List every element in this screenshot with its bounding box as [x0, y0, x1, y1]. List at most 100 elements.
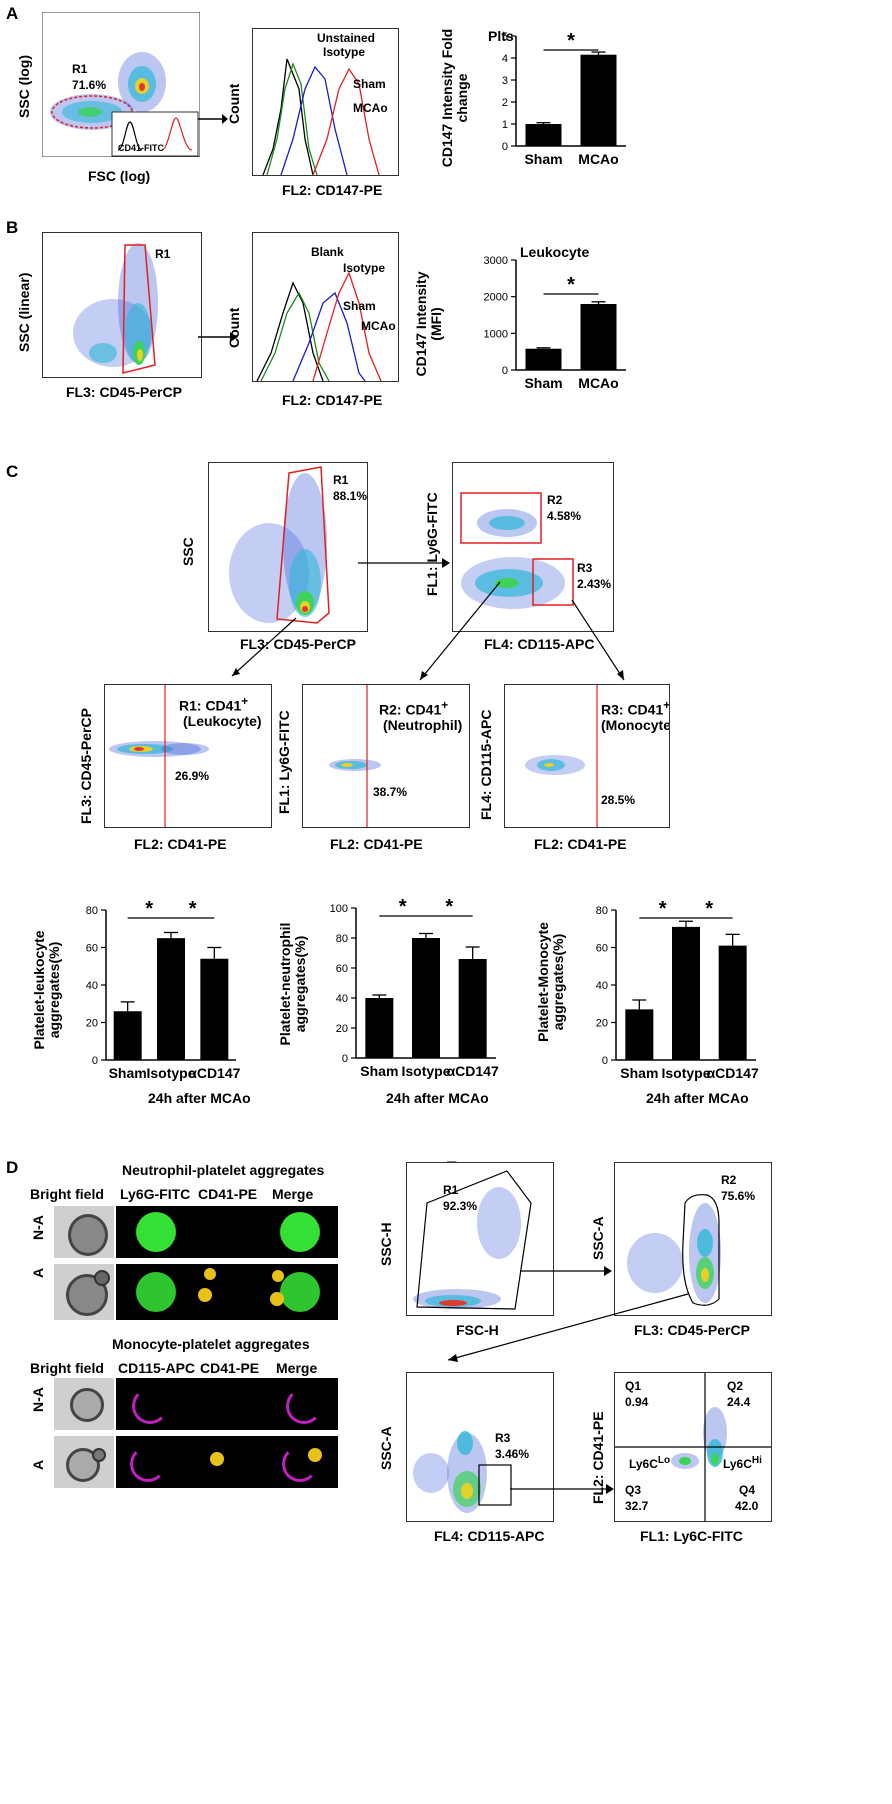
- a-scatter-xlabel: FSC (log): [88, 168, 151, 184]
- bar-c2-ytick-label-0: 0: [342, 1053, 348, 1065]
- bar-c3-cat-2: αCD147: [707, 1065, 759, 1081]
- e-p4-q1v: 0.94: [625, 1395, 649, 1409]
- bar-b-bar-0: [525, 348, 562, 370]
- bar-c1-bar-0: [113, 1011, 142, 1060]
- c-mid1-svg: [109, 685, 209, 827]
- c-bar1-ylabel: Platelet-leukocyte aggregates(%): [31, 930, 62, 1050]
- bar-a-sigstar-0: *: [567, 30, 575, 52]
- bar-c3-sigstar-1: *: [705, 898, 713, 920]
- e-p4-lo-text: Ly6C: [629, 1457, 658, 1471]
- bar-c2-cat-0: Sham: [360, 1063, 398, 1079]
- bar-c2-bar-2: [458, 959, 487, 1058]
- e-p2-pct: 75.6%: [721, 1189, 756, 1203]
- c-scatter-top-left: R1 88.1%: [208, 462, 368, 632]
- e-p2-scatter: R2 75.6%: [614, 1162, 772, 1316]
- e-p2-gate: R2: [721, 1173, 737, 1187]
- c-mid1-subtitle: (Leukocyte): [183, 713, 262, 729]
- d-mono-a-merge: [282, 1446, 318, 1482]
- bar-b-ytick-label-2: 2000: [484, 292, 508, 304]
- bar-c2-bar-1: [412, 938, 440, 1058]
- c-tr-r3-pct: 2.43%: [577, 577, 612, 591]
- d-mono-row-a: A: [30, 1459, 46, 1470]
- bar-c1-bar-2: [200, 958, 229, 1060]
- e-p4-lo-sup: Lo: [657, 1455, 671, 1466]
- bar-b-ytick-label-0: 0: [502, 365, 508, 377]
- bar-c2-ytick-label-4: 80: [336, 933, 348, 945]
- c-tl-svg: [229, 466, 330, 624]
- d-neut-na-green: [136, 1212, 176, 1252]
- c-mid3-subtitle: (Monocyte): [601, 717, 670, 733]
- bar-a-ytick-label-4: 4: [502, 53, 508, 65]
- d-neut-a-bf-plt: [94, 1270, 110, 1286]
- a-hist-label-mcao: MCAo: [353, 101, 388, 115]
- bar-c1-cat-2: αCD147: [188, 1065, 240, 1081]
- bar-b-sigstar-0: *: [567, 274, 575, 296]
- c-mid2-svg: [329, 685, 381, 827]
- c-mid2-title-sup: +: [441, 699, 449, 712]
- e-arrow-2: [447, 1293, 689, 1362]
- bar-c1-ytick-label-3: 60: [86, 943, 98, 955]
- panel-label-a: A: [6, 4, 19, 23]
- b-hist-label-blank: Blank: [311, 245, 344, 259]
- d-mono-a-bf: [54, 1436, 114, 1488]
- e-p4-ylabel: FL2: CD41-PE: [590, 1411, 606, 1504]
- e-p3-svg: [413, 1431, 512, 1513]
- e-p4-q1: Q1: [625, 1379, 642, 1393]
- bar-a-ytick-label-2: 2: [502, 97, 508, 109]
- bar-c1-bar-1: [157, 938, 185, 1060]
- b-scatter-svg: [73, 243, 158, 374]
- e-p4-hi-sup: Hi: [751, 1455, 762, 1466]
- d-neut-col-bf: Bright field: [30, 1186, 104, 1202]
- d-mono-na-ring: [132, 1388, 168, 1424]
- d-neut-a-merge-plt2: [270, 1292, 284, 1306]
- d-neut-a-plt1: [204, 1268, 216, 1280]
- e-p1-svg: [413, 1170, 532, 1310]
- d-neut-na-bf: [54, 1206, 114, 1258]
- b-hist-svg: [256, 271, 382, 381]
- e-p2-ylabel: SSC-A: [590, 1216, 606, 1260]
- a-scatter-svg: [42, 12, 200, 157]
- bar-c3-ytick-label-2: 40: [596, 980, 608, 992]
- c-mid2-title-text: R2: CD41: [379, 701, 442, 718]
- bar-c2-cat-1: Isotype: [401, 1063, 450, 1079]
- e-p1-scatter: R1 92.3%: [406, 1162, 554, 1316]
- c-mid3-title-text: R3: CD41: [601, 701, 664, 718]
- e-arrow-3: [510, 1484, 614, 1494]
- bar-c1-ytick-label-4: 80: [86, 905, 98, 917]
- bar-c1-ytick-label-1: 20: [86, 1018, 98, 1030]
- c-tr-r2-pct: 4.58%: [547, 509, 582, 523]
- bar-a-ytick-label-1: 1: [502, 119, 508, 131]
- panel-label-b: B: [6, 218, 19, 237]
- e-p3-ylabel: SSC-A: [378, 1426, 394, 1470]
- c-tr-r2: R2: [547, 493, 563, 507]
- bar-c1-ytick-label-2: 40: [86, 980, 98, 992]
- c-mid1-title-text: R1: CD41: [179, 697, 242, 714]
- a-hist-label-unstained: Unstained: [317, 31, 376, 45]
- d-mono-na-bf: [54, 1378, 114, 1430]
- d-neut-a-bf: [54, 1264, 114, 1320]
- d-mono-na-bf-cell: [70, 1388, 104, 1422]
- bar-c1-sigstar-0: *: [145, 898, 153, 920]
- panel-label-d: D: [6, 1158, 19, 1177]
- c-mid3-xlabel: FL2: CD41-PE: [534, 836, 627, 852]
- e-p4-svg: [615, 1373, 771, 1521]
- c-mid-neutrophil: R2: CD41+ (Neutrophil) 38.7%: [302, 684, 470, 828]
- e-p3-gate: R3: [495, 1431, 511, 1445]
- b-bar-chart: 0 1000 2000 3000 Sham MCAo *: [484, 255, 626, 391]
- d-mono-na-merge: [286, 1388, 322, 1424]
- c-mid1-xlabel: FL2: CD41-PE: [134, 836, 227, 852]
- d-mono-a-merge-plt: [308, 1448, 322, 1462]
- d-mono-col-bf: Bright field: [30, 1360, 104, 1376]
- c-bar3-ylabel: Platelet-Monocyte aggregates(%): [535, 922, 566, 1042]
- e-p3-scatter: R3 3.46%: [406, 1372, 554, 1522]
- d-neut-a-plt2: [198, 1288, 212, 1302]
- e-p4-ly6c-hi: Ly6CHi: [723, 1455, 762, 1471]
- c-mid3-pct: 28.5%: [601, 793, 636, 807]
- b-histogram: Blank Isotype Sham MCAo: [252, 232, 399, 382]
- bar-c3-bar-1: [672, 926, 700, 1060]
- a-bar-chart: 0 1 2 3 4 5 Sham MCAo *: [502, 30, 626, 167]
- bar-c2-bar-0: [365, 998, 394, 1058]
- bar-c2-ytick-label-5: 100: [330, 903, 348, 915]
- a-hist-label-sham: Sham: [353, 77, 386, 91]
